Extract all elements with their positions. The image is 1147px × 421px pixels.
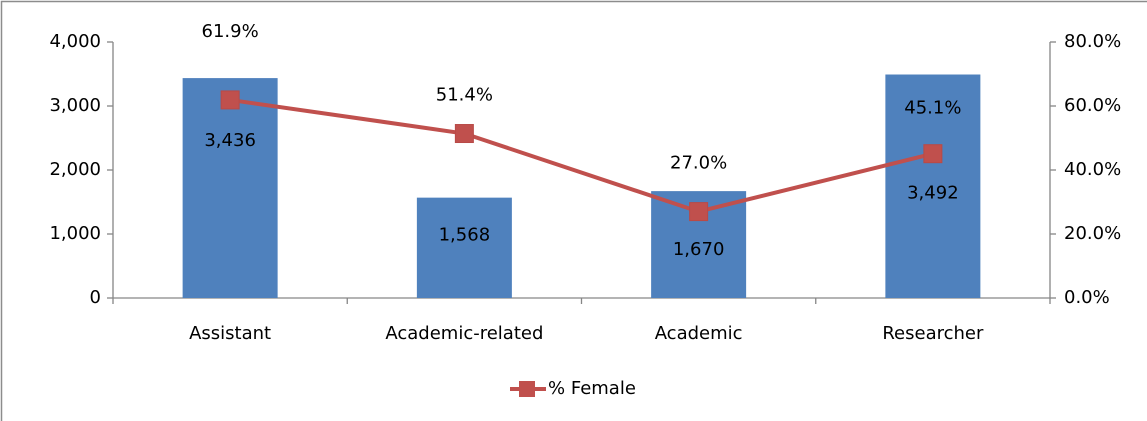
y2-tick-label: 80.0%: [1064, 31, 1121, 52]
bar-label: 1,670: [673, 239, 725, 260]
x-tick-label: Researcher: [882, 323, 984, 344]
y-tick-label: 1,000: [49, 223, 101, 244]
bar-label: 3,436: [204, 130, 256, 151]
y-tick-label: 3,000: [49, 95, 101, 116]
line-label: 51.4%: [436, 85, 493, 106]
y-tick-label: 4,000: [49, 31, 101, 52]
bar: [416, 197, 512, 298]
legend-label: % Female: [548, 378, 636, 399]
line-label: 45.1%: [904, 98, 961, 119]
line: [229, 97, 934, 214]
y2-tick-label: 40.0%: [1064, 159, 1121, 180]
bar: [885, 74, 981, 299]
y2-tick-label: 60.0%: [1064, 95, 1121, 116]
y2-tick-label: 0.0%: [1064, 287, 1110, 308]
x-tick-label: Assistant: [189, 323, 271, 344]
line-marker: [454, 124, 474, 144]
x-tick-label: Academic: [655, 323, 743, 344]
y-tick-label: 2,000: [49, 159, 101, 180]
bar-label: 3,492: [907, 183, 959, 204]
line-marker: [220, 90, 240, 110]
line-marker: [923, 144, 943, 164]
line-label: 61.9%: [202, 21, 259, 42]
bar-label: 1,568: [439, 225, 491, 246]
line-label: 27.0%: [670, 153, 727, 174]
y2-tick-label: 20.0%: [1064, 223, 1121, 244]
line-marker: [689, 202, 709, 222]
x-tick-label: Academic-related: [385, 323, 543, 344]
y-tick-label: 0: [90, 287, 101, 308]
bar: [182, 78, 278, 298]
legend-marker: [519, 381, 535, 397]
